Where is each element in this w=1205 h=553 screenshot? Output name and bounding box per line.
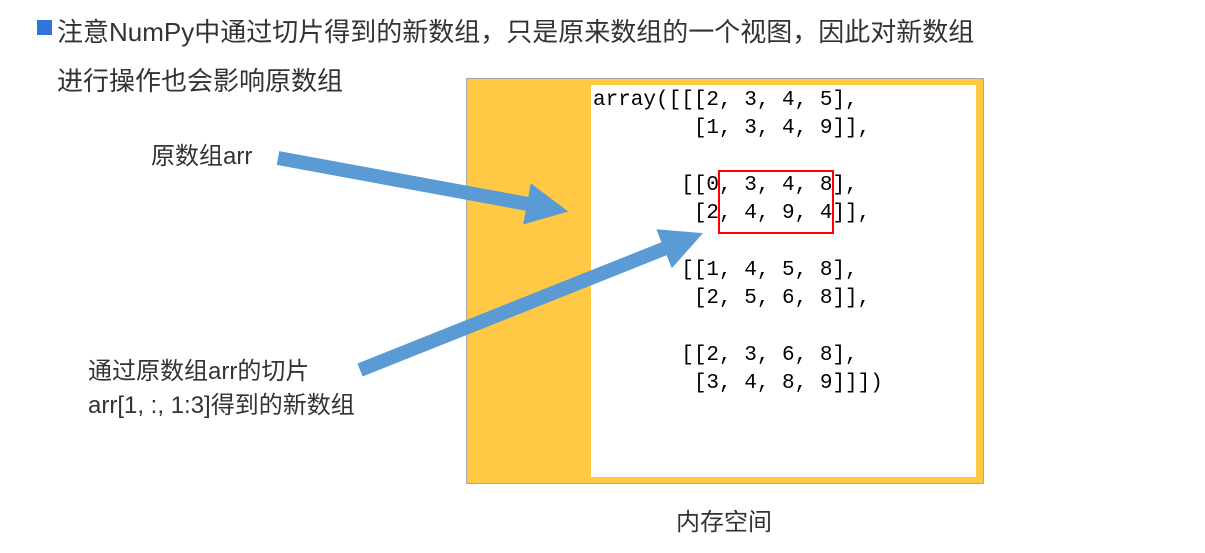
main-text-line2: 进行操作也会影响原数组 [57, 57, 343, 106]
diagram-caption: 内存空间 [676, 502, 772, 537]
slide-root: 注意NumPy中通过切片得到的新数组，只是原来数组的一个视图，因此对新数组 进行… [0, 0, 1205, 553]
label-slice-line2: arr[1, :, 1:3]得到的新数组 [88, 389, 355, 423]
code-box: array([[[2, 3, 4, 5], [1, 3, 4, 9]], [[0… [591, 85, 976, 477]
label-slice-line1: 通过原数组arr的切片 [88, 355, 309, 389]
red-highlight-rect [718, 170, 834, 234]
bullet-square [37, 20, 52, 35]
main-text-line1: 注意NumPy中通过切片得到的新数组，只是原来数组的一个视图，因此对新数组 [57, 8, 974, 57]
label-original-array: 原数组arr [151, 140, 252, 174]
